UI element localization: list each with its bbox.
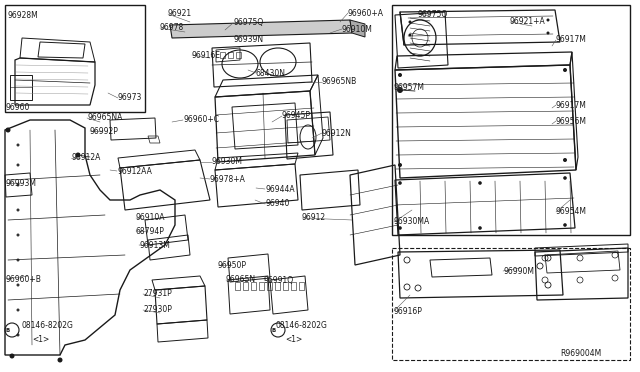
Text: 96940: 96940	[265, 199, 289, 208]
Circle shape	[408, 33, 412, 36]
Text: 96965N: 96965N	[226, 276, 256, 285]
Text: 08146-8202G: 08146-8202G	[275, 321, 327, 330]
Text: 96945P: 96945P	[282, 112, 311, 121]
Text: 96960+C: 96960+C	[183, 115, 219, 125]
Text: 96939N: 96939N	[233, 35, 263, 45]
Circle shape	[17, 308, 19, 311]
Text: R969004M: R969004M	[560, 350, 601, 359]
Text: 96916P: 96916P	[394, 307, 423, 315]
Circle shape	[563, 176, 567, 180]
Circle shape	[398, 181, 402, 185]
Text: 96975Q: 96975Q	[418, 10, 448, 19]
Text: 96978: 96978	[160, 23, 184, 32]
Text: 96912: 96912	[302, 214, 326, 222]
Text: 68794P: 68794P	[136, 227, 165, 235]
Circle shape	[478, 226, 482, 230]
Circle shape	[76, 153, 81, 157]
Text: 27930P: 27930P	[143, 305, 172, 314]
Text: 96978+A: 96978+A	[210, 174, 246, 183]
Text: 96944A: 96944A	[265, 185, 294, 193]
Circle shape	[563, 68, 567, 72]
Text: 96957M: 96957M	[394, 83, 425, 93]
Text: 96928M: 96928M	[8, 10, 39, 19]
Text: 96912AA: 96912AA	[117, 167, 152, 176]
Circle shape	[17, 183, 19, 186]
Text: 96921: 96921	[168, 10, 192, 19]
Polygon shape	[350, 20, 365, 37]
Text: 96965NB: 96965NB	[322, 77, 357, 87]
Circle shape	[17, 144, 19, 147]
Text: 96991Q: 96991Q	[264, 276, 294, 285]
Text: 96965NA: 96965NA	[87, 113, 122, 122]
Text: <1>: <1>	[285, 336, 302, 344]
Text: 96990M: 96990M	[503, 266, 534, 276]
Text: 68430N: 68430N	[256, 68, 286, 77]
Text: 96912A: 96912A	[71, 154, 100, 163]
Text: 96930M: 96930M	[212, 157, 243, 167]
Text: 08146-8202G: 08146-8202G	[22, 321, 74, 330]
Circle shape	[397, 87, 403, 93]
Text: B: B	[272, 328, 276, 334]
Circle shape	[398, 163, 402, 167]
Circle shape	[547, 32, 550, 35]
Circle shape	[478, 181, 482, 185]
Text: <1>: <1>	[32, 336, 49, 344]
Text: 96916E: 96916E	[192, 51, 221, 60]
Text: 96917M: 96917M	[556, 100, 587, 109]
Circle shape	[17, 259, 19, 262]
Circle shape	[398, 73, 402, 77]
Circle shape	[10, 353, 15, 359]
Circle shape	[6, 128, 10, 132]
Text: B: B	[6, 328, 10, 334]
Text: 96910M: 96910M	[342, 25, 373, 33]
Text: 96992P: 96992P	[90, 126, 119, 135]
Text: 96917M: 96917M	[556, 35, 587, 45]
Text: 96913M: 96913M	[139, 241, 170, 250]
Text: 96973: 96973	[118, 93, 142, 103]
Text: 96930MA: 96930MA	[394, 218, 430, 227]
Circle shape	[17, 164, 19, 167]
Polygon shape	[170, 20, 352, 38]
Circle shape	[563, 223, 567, 227]
Circle shape	[58, 357, 63, 362]
Text: 27931P: 27931P	[143, 289, 172, 298]
Text: 96960+A: 96960+A	[348, 9, 384, 17]
Text: 96960: 96960	[5, 103, 29, 112]
Circle shape	[17, 234, 19, 237]
Circle shape	[563, 158, 567, 162]
Text: 96912N: 96912N	[322, 128, 352, 138]
Text: 96975Q: 96975Q	[233, 19, 263, 28]
Circle shape	[398, 226, 402, 230]
Circle shape	[547, 19, 550, 22]
Circle shape	[17, 283, 19, 286]
Text: 96950P: 96950P	[218, 260, 247, 269]
Text: 96954M: 96954M	[556, 208, 587, 217]
Circle shape	[17, 208, 19, 212]
Text: 96910A: 96910A	[136, 214, 166, 222]
Text: 96956M: 96956M	[556, 116, 587, 125]
Text: 96921+A: 96921+A	[510, 17, 546, 26]
Circle shape	[408, 20, 412, 23]
Text: 96960+B: 96960+B	[5, 275, 41, 283]
Circle shape	[17, 334, 19, 337]
Text: 96993M: 96993M	[5, 179, 36, 187]
